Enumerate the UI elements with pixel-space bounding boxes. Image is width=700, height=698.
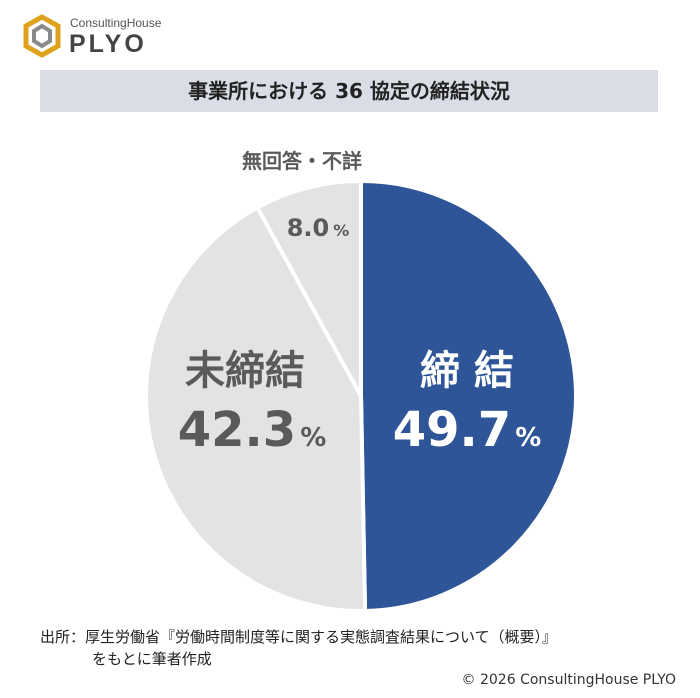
brand-small: ConsultingHouse — [70, 16, 162, 30]
pie-slice-2 — [255, 179, 363, 398]
brand-logo: ConsultingHouse PLYO — [22, 14, 192, 58]
slice-value-0: 49.7% — [393, 402, 542, 458]
source-line-2: をもとに筆者作成 — [92, 650, 212, 668]
pie-slice-0 — [359, 179, 578, 613]
source-note: 出所：厚生労働省『労働時間制度等に関する実態調査結果について（概要）』 をもとに… — [40, 626, 557, 670]
chart-title: 事業所における 36 協定の締結状況 — [40, 70, 658, 112]
slice-value-2: 8.0% — [287, 214, 350, 242]
slice-label-1: 未締結 — [185, 348, 305, 394]
hexagon-logo-icon — [23, 14, 61, 58]
source-line-1: 出所：厚生労働省『労働時間制度等に関する実態調査結果について（概要）』 — [40, 628, 558, 646]
copyright: © 2026 ConsultingHouse PLYO — [461, 672, 676, 688]
pie-slice-1 — [144, 205, 368, 613]
brand-big: PLYO — [69, 30, 147, 58]
slice-label-2: 無回答・不詳 — [242, 149, 362, 173]
slice-value-1: 42.3% — [178, 402, 327, 458]
slice-label-0: 締 結 — [420, 348, 514, 394]
